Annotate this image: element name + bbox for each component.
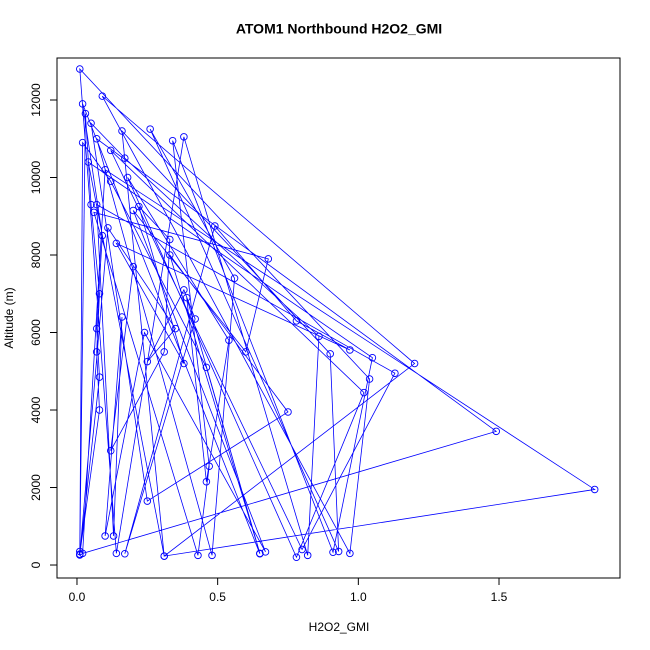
data-point [95, 373, 104, 381]
data-point [160, 348, 168, 356]
data-point [365, 375, 374, 383]
data-point [92, 348, 101, 356]
data-point [87, 119, 95, 128]
data-point [329, 548, 337, 556]
x-tick-label: 0.5 [209, 590, 226, 604]
data-point [106, 446, 115, 455]
x-tick-label: 0.0 [69, 590, 86, 604]
data-line [79, 67, 596, 559]
data-point [171, 324, 180, 333]
data-point [90, 208, 98, 217]
data-point [101, 166, 109, 174]
data-point [106, 146, 115, 155]
data-point [292, 317, 301, 325]
data-point [202, 363, 211, 372]
data-point [492, 427, 500, 436]
data-point [98, 92, 107, 100]
data-point [118, 313, 126, 321]
data-point [315, 332, 323, 341]
x-axis-label: H2O2_GMI [309, 620, 370, 634]
data-point [160, 552, 168, 560]
data-point [346, 346, 354, 354]
data-point [146, 125, 154, 133]
data-point [182, 293, 191, 302]
data-point [211, 222, 219, 230]
data-point [140, 328, 149, 337]
data-point [292, 553, 301, 562]
data-point [166, 251, 174, 259]
data-point [191, 315, 199, 323]
data-point [95, 406, 104, 414]
data-point [92, 200, 101, 209]
data-point [180, 133, 188, 141]
y-tick-label: 0 [29, 561, 43, 568]
data-point [129, 262, 137, 271]
data-point [242, 348, 250, 356]
data-point [121, 550, 129, 558]
y-tick-label: 10000 [29, 161, 43, 195]
y-tick-label: 8000 [29, 241, 43, 268]
chart-title: ATOM1 Northbound H2O2_GMI [236, 21, 442, 37]
data-point [118, 127, 126, 135]
data-point [109, 532, 118, 540]
data-point [143, 357, 152, 366]
data-point [298, 545, 306, 554]
data-point [391, 369, 399, 377]
x-tick-label: 1.5 [491, 590, 508, 604]
data-point [360, 388, 368, 397]
data-point [129, 206, 137, 215]
y-tick-label: 2000 [29, 474, 43, 501]
data-point [78, 138, 87, 147]
data-point [76, 551, 84, 559]
y-tick-label: 4000 [29, 396, 43, 423]
data-point [202, 477, 211, 486]
y-tick-label: 6000 [29, 319, 43, 346]
data-point [104, 224, 112, 232]
data-point [76, 65, 84, 73]
data-point [205, 462, 213, 470]
data-point [303, 551, 312, 560]
plot-frame [56, 57, 621, 579]
data-point [410, 359, 419, 368]
data-point [590, 485, 599, 494]
data-point [81, 109, 90, 118]
data-point [101, 532, 109, 540]
data-point [346, 549, 354, 558]
data-point [121, 154, 129, 162]
data-point [98, 231, 107, 240]
data-point [284, 408, 292, 416]
data-point [135, 202, 143, 211]
data-point [166, 235, 174, 244]
y-axis-label: Altitude (m) [2, 287, 16, 348]
data-point [168, 136, 177, 145]
data-point [112, 239, 121, 248]
data-point [194, 551, 202, 560]
data-point [87, 200, 95, 209]
data-point [92, 324, 101, 333]
data-point [334, 547, 343, 556]
data-point [92, 135, 101, 143]
data-point [123, 173, 132, 182]
x-tick-label: 1.0 [350, 590, 367, 604]
data-point [208, 551, 216, 560]
data-point [230, 274, 239, 283]
data-point [106, 177, 115, 186]
data-point [78, 100, 87, 108]
data-point [84, 158, 92, 166]
data-point [225, 336, 233, 345]
data-point [368, 353, 377, 362]
data-point [180, 359, 188, 368]
data-point [95, 290, 104, 298]
data-point [264, 255, 273, 263]
data-point [326, 350, 334, 358]
y-tick-label: 12000 [29, 83, 43, 117]
data-point [180, 286, 188, 294]
data-point [112, 549, 121, 558]
data-point [256, 550, 264, 558]
data-point [143, 497, 152, 505]
